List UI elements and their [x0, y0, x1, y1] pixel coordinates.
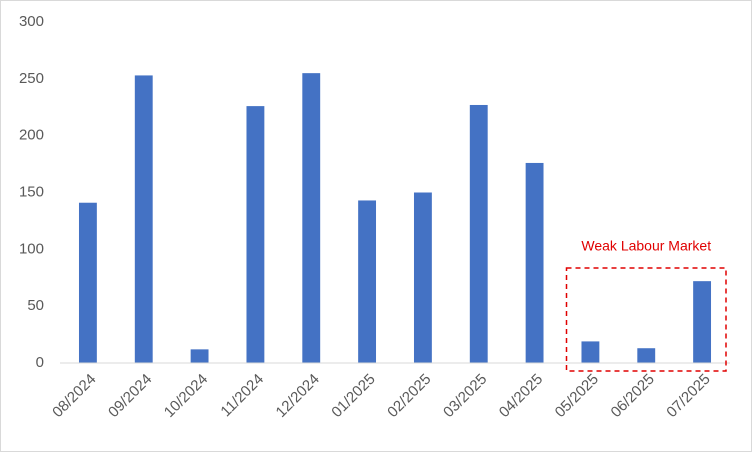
bar [78, 202, 97, 363]
bar [637, 348, 656, 363]
bar [134, 75, 153, 363]
bar [302, 73, 321, 364]
bar [469, 104, 488, 363]
annotation-box [565, 267, 727, 372]
y-tick-label: 300 [19, 13, 44, 30]
bar [190, 349, 209, 363]
y-tick-label: 50 [27, 297, 44, 314]
y-tick-label: 200 [19, 127, 44, 144]
annotation: Weak Labour Market [581, 238, 711, 254]
bar [358, 200, 377, 363]
y-tick-label: 250 [19, 70, 44, 87]
bar [525, 162, 544, 363]
bar [413, 192, 432, 363]
bar [693, 281, 712, 363]
y-tick-label: 0 [36, 354, 44, 371]
bar [246, 106, 265, 363]
y-tick-label: 150 [19, 183, 44, 200]
bar [581, 341, 600, 363]
y-tick-label: 100 [19, 240, 44, 257]
